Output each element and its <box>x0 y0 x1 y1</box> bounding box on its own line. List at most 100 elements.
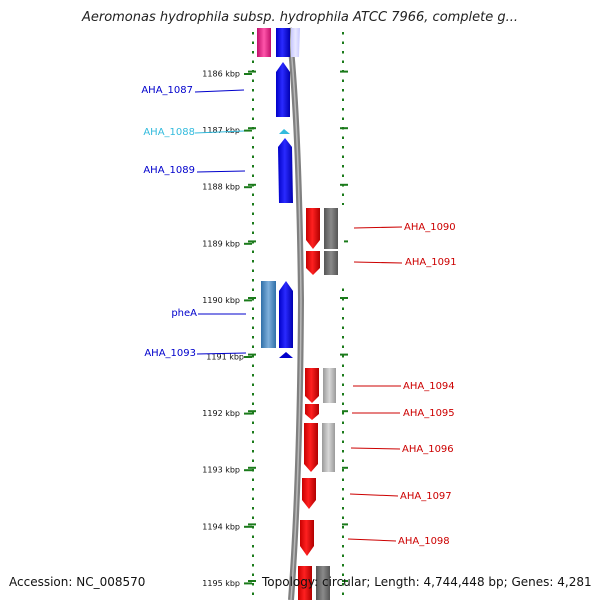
ruler-tick <box>244 412 252 415</box>
ring-dot <box>252 526 254 529</box>
ring-dot <box>342 336 344 339</box>
ring-tick <box>340 127 348 130</box>
ruler-label: 1195 kbp <box>202 579 240 588</box>
ring-dot <box>252 212 254 215</box>
ring-dot <box>342 583 344 586</box>
ring-dot <box>252 345 254 348</box>
ring-dot <box>252 41 254 44</box>
ring-dot <box>252 98 254 101</box>
ring-dot <box>342 51 344 54</box>
cds-reverse-box <box>322 423 335 472</box>
ring-dot <box>252 32 254 35</box>
ring-dot <box>252 108 254 111</box>
ring-dot <box>252 421 254 424</box>
ring-dot <box>252 146 254 149</box>
ring-dot <box>342 203 344 206</box>
leader-line <box>194 130 245 134</box>
ring-dot <box>252 89 254 92</box>
ring-dot <box>342 383 344 386</box>
ring-dot <box>252 231 254 234</box>
ring-tick <box>340 183 348 186</box>
ring-dot <box>342 535 344 538</box>
leader-line <box>196 352 247 355</box>
ring-dot <box>342 516 344 519</box>
leader-line <box>347 538 397 542</box>
accession-text: Accession: NC_008570 <box>9 575 146 589</box>
ring-dot <box>252 497 254 500</box>
cds-forward-box <box>261 281 276 348</box>
ring-dot <box>252 298 254 301</box>
ruler-tick <box>244 582 252 585</box>
ring-dot <box>252 488 254 491</box>
cds-reverse-box <box>316 566 330 600</box>
gene-label-aha-1090: AHA_1090 <box>404 222 456 233</box>
ruler-tick <box>244 129 252 132</box>
ring-dot <box>342 393 344 396</box>
ring-dot <box>252 260 254 263</box>
ring-dot <box>252 393 254 396</box>
ring-dot <box>252 250 254 253</box>
ring-dot <box>342 41 344 44</box>
leader-line <box>353 226 403 229</box>
cds-reverse-arrow <box>306 251 320 275</box>
ring-tick <box>248 240 256 243</box>
ring-dot <box>342 564 344 567</box>
ruler-label: 1188 kbp <box>202 183 240 192</box>
ring-tick <box>248 183 256 186</box>
ring-dot <box>252 478 254 481</box>
ring-tick <box>340 523 348 526</box>
ring-dot <box>342 412 344 415</box>
ruler-tick <box>244 242 252 245</box>
ring-dot <box>342 117 344 120</box>
ring-tick <box>248 297 256 299</box>
ring-dot <box>342 108 344 111</box>
ring-dot <box>342 478 344 481</box>
leader-line <box>353 261 403 264</box>
gene-label-aha-1094: AHA_1094 <box>403 381 455 392</box>
cds-forward-arrow <box>279 352 293 358</box>
ring-dot <box>252 374 254 377</box>
ring-dot <box>252 431 254 434</box>
ring-dot <box>252 60 254 63</box>
cds-forward-arrow <box>257 28 271 57</box>
cds-forward-arrow <box>279 281 293 348</box>
ring-dot <box>342 174 344 177</box>
ring-dot <box>252 51 254 54</box>
ring-dot <box>342 288 344 291</box>
ring-tick <box>248 410 256 413</box>
leader-line <box>194 89 245 93</box>
ring-dot <box>342 32 344 35</box>
ring-dot <box>252 573 254 576</box>
cds-reverse-arrow <box>304 423 318 472</box>
ruler-label: 1189 kbp <box>202 239 240 248</box>
ring-dot <box>252 193 254 196</box>
cds-reverse-arrow <box>305 404 319 420</box>
ruler-label: 1192 kbp <box>202 409 240 418</box>
gene-label-aha-1097: AHA_1097 <box>400 491 452 502</box>
gene-label-aha-1088: AHA_1088 <box>143 127 195 138</box>
ring-dot <box>342 79 344 82</box>
leader-line <box>349 493 399 497</box>
ruler-tick <box>244 73 252 75</box>
ring-dot <box>342 402 344 405</box>
ring-dot <box>252 402 254 405</box>
ring-dot <box>342 307 344 310</box>
ring-dot <box>342 298 344 301</box>
cds-reverse-box <box>298 566 312 600</box>
ring-dot <box>252 383 254 386</box>
ring-tick <box>248 127 256 130</box>
ring-dot <box>252 554 254 557</box>
ruler-label: 1193 kbp <box>202 466 240 475</box>
gene-label-aha-1095: AHA_1095 <box>403 408 455 419</box>
map-title: Aeromonas hydrophila subsp. hydrophila A… <box>81 10 519 25</box>
ring-dot <box>342 355 344 358</box>
ring-dot <box>252 545 254 548</box>
ring-dot <box>342 431 344 434</box>
position-ruler: 1186 kbp 1187 kbp 1188 kbp 1189 kbp 1190 kbp… <box>202 70 252 588</box>
ring-dot <box>342 374 344 377</box>
ring-dot <box>342 136 344 139</box>
ring-tick <box>340 580 348 582</box>
ring-dot <box>342 507 344 510</box>
ruler-label: 1187 kbp <box>202 126 240 135</box>
